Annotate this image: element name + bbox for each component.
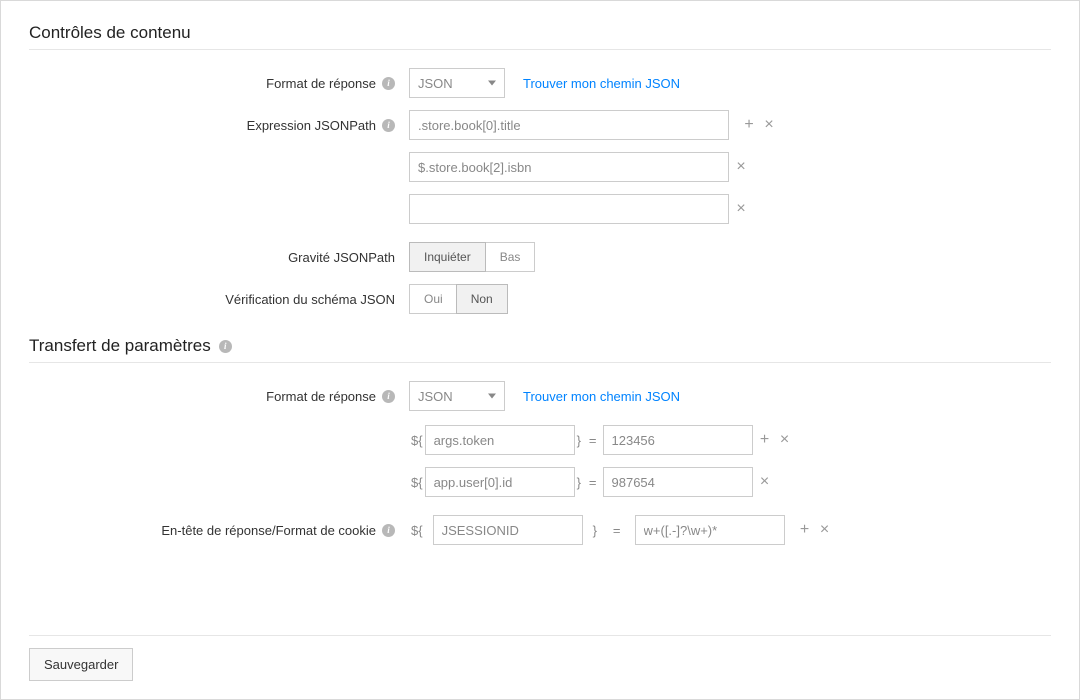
input-jsonpath-2[interactable] [409,194,729,224]
row-header-cookie: En-tête de réponse/Format de cookie i ${… [29,515,1051,545]
prefix-text: ${ [409,475,425,490]
section1-title-text: Contrôles de contenu [29,23,191,43]
row-response-format-2: Format de réponse i JSON Trouver mon che… [29,381,1051,411]
toggle-gravity-low[interactable]: Bas [485,243,535,271]
footer: Sauvegarder [29,635,1051,681]
prefix-text: ${ [409,433,425,448]
select-response-format-1-value: JSON [418,76,453,91]
add-icon[interactable]: + [797,522,813,538]
chevron-down-icon [488,394,496,399]
link-find-json-path-1[interactable]: Trouver mon chemin JSON [523,76,680,91]
suffix-text: } [575,433,583,448]
label-header-cookie: En-tête de réponse/Format de cookie i [29,523,409,538]
input-param-val-0[interactable] [603,425,753,455]
toggle-schema: Oui Non [409,284,508,314]
input-param-key-1[interactable] [425,467,575,497]
remove-icon[interactable]: × [733,201,749,217]
label-gravity: Gravité JSONPath [29,250,409,265]
chevron-down-icon [488,81,496,86]
row-response-format-1: Format de réponse i JSON Trouver mon che… [29,68,1051,98]
select-response-format-1[interactable]: JSON [409,68,505,98]
info-icon[interactable]: i [382,524,395,537]
suffix-text: } [575,475,583,490]
save-button[interactable]: Sauvegarder [29,648,133,681]
label-jsonpath: Expression JSONPath i [29,118,409,133]
equals-text: = [583,433,603,448]
label-gravity-text: Gravité JSONPath [288,250,395,265]
input-param-key-0[interactable] [425,425,575,455]
info-icon[interactable]: i [382,119,395,132]
config-form: Contrôles de contenu Format de réponse i… [0,0,1080,700]
remove-icon[interactable]: × [777,432,793,448]
toggle-gravity: Inquiéter Bas [409,242,535,272]
input-jsonpath-0[interactable] [409,110,729,140]
remove-icon[interactable]: × [757,474,773,490]
row-jsonpath: Expression JSONPath i + × [29,110,1051,140]
link-find-json-path-2[interactable]: Trouver mon chemin JSON [523,389,680,404]
select-response-format-2[interactable]: JSON [409,381,505,411]
section-content-controls-title: Contrôles de contenu [29,23,1051,50]
label-schema: Vérification du schéma JSON [29,292,409,307]
label-response-format-1-text: Format de réponse [266,76,376,91]
section-param-transfer-title: Transfert de paramètres i [29,336,1051,363]
equals-text: = [583,475,603,490]
remove-icon[interactable]: × [761,117,777,133]
row-gravity: Gravité JSONPath Inquiéter Bas [29,242,1051,272]
label-schema-text: Vérification du schéma JSON [225,292,395,307]
row-jsonpath-2: × [409,194,1051,224]
info-icon[interactable]: i [382,77,395,90]
equals-text: = [607,523,627,538]
row-jsonpath-1: × [409,152,1051,182]
toggle-schema-yes[interactable]: Oui [410,285,457,313]
input-cookie-key-0[interactable] [433,515,583,545]
info-icon[interactable]: i [219,340,232,353]
remove-icon[interactable]: × [817,522,833,538]
label-response-format-2-text: Format de réponse [266,389,376,404]
add-icon[interactable]: + [741,117,757,133]
prefix-text: ${ [409,523,425,538]
toggle-gravity-worry[interactable]: Inquiéter [409,242,486,272]
add-icon[interactable]: + [757,432,773,448]
info-icon[interactable]: i [382,390,395,403]
input-jsonpath-1[interactable] [409,152,729,182]
input-cookie-val-0[interactable] [635,515,785,545]
label-response-format-1: Format de réponse i [29,76,409,91]
row-schema: Vérification du schéma JSON Oui Non [29,284,1051,314]
label-response-format-2: Format de réponse i [29,389,409,404]
param-row-0: ${ } = + × [409,425,1051,455]
label-jsonpath-text: Expression JSONPath [247,118,376,133]
label-header-cookie-text: En-tête de réponse/Format de cookie [161,523,376,538]
toggle-schema-no[interactable]: Non [456,284,508,314]
input-param-val-1[interactable] [603,467,753,497]
select-response-format-2-value: JSON [418,389,453,404]
param-row-1: ${ } = × [409,467,1051,497]
section2-title-text: Transfert de paramètres [29,336,211,356]
suffix-text: } [591,523,599,538]
remove-icon[interactable]: × [733,159,749,175]
